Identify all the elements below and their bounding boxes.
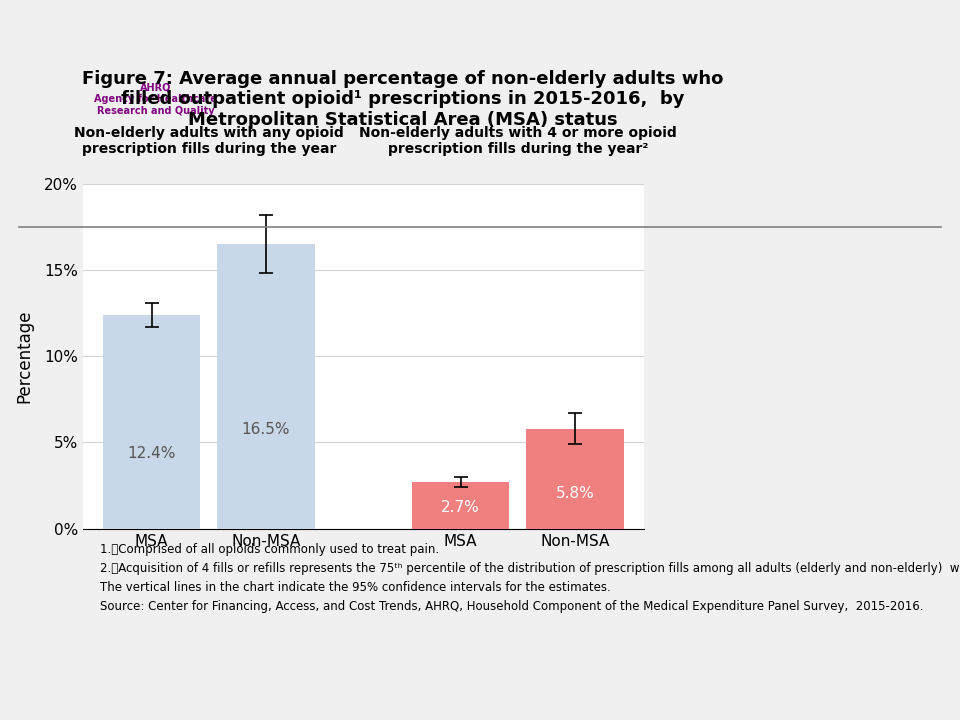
Text: 16.5%: 16.5% — [242, 421, 290, 436]
Bar — [412, 482, 509, 528]
Bar — [526, 428, 624, 528]
Text: 12.4%: 12.4% — [128, 446, 176, 462]
Text: 1.	Comprised of all opioids commonly used to treat pain.
2.	Acquisition of 4 fil: 1. Comprised of all opioids commonly use… — [100, 543, 960, 613]
Text: Non-elderly adults with 4 or more opioid
prescription fills during the year²: Non-elderly adults with 4 or more opioid… — [359, 126, 677, 156]
Text: Figure 7: Average annual percentage of non-elderly adults who
filled outpatient : Figure 7: Average annual percentage of n… — [82, 70, 723, 129]
Text: 5.8%: 5.8% — [556, 486, 594, 501]
Text: Non-elderly adults with any opioid
prescription fills during the year: Non-elderly adults with any opioid presc… — [74, 126, 344, 156]
Y-axis label: Percentage: Percentage — [15, 310, 33, 403]
Text: 2.7%: 2.7% — [442, 500, 480, 516]
Bar — [103, 315, 201, 528]
Bar — [217, 244, 315, 528]
Text: AHRQ
Agency for Healthcare
Research and Quality: AHRQ Agency for Healthcare Research and … — [94, 83, 217, 116]
